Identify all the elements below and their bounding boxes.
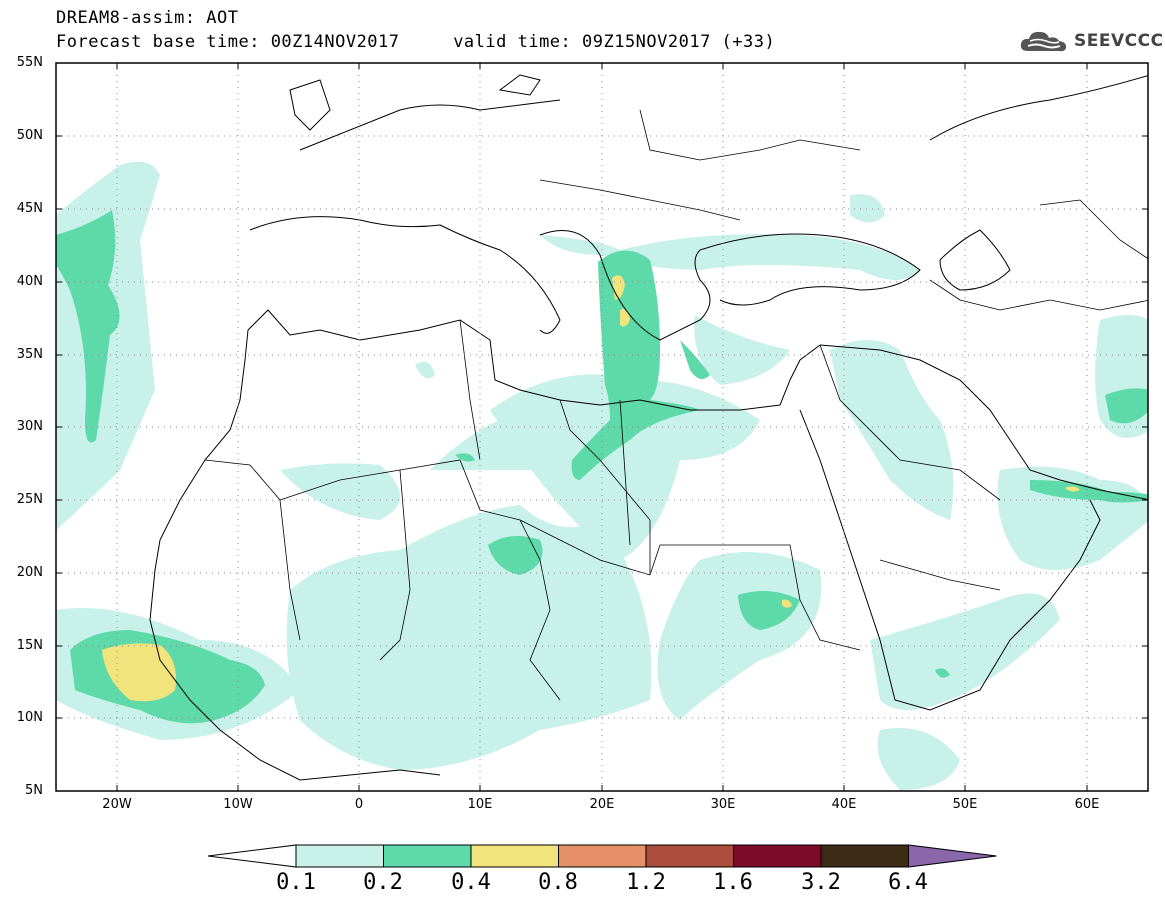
lon-label: 0 [354,797,364,812]
logo-text: SEEVCCC [1074,31,1164,51]
lon-label: 10W [223,797,253,812]
lon-label: 30E [710,797,736,812]
lat-label: 50N [16,128,43,143]
lat-label: 40N [16,274,43,289]
lon-label: 60E [1074,797,1100,812]
colorbar-label: 0.1 [276,870,316,895]
colorbar-label: 1.2 [626,870,666,895]
axis-ticks [56,62,1148,792]
seevccc-logo: SEEVCCC [1018,26,1164,56]
lat-label: 25N [16,492,43,507]
lat-label: 5N [25,783,43,798]
lat-label: 55N [16,55,43,70]
cloud-icon [1020,31,1067,52]
lon-label: 20E [589,797,615,812]
country-borders [204,109,1148,701]
title-line1: DREAM8-assim: AOT [56,8,239,28]
colorbar-label: 0.4 [451,870,491,895]
colorbar-label: 0.8 [538,870,578,895]
lon-label: 50E [952,797,978,812]
lat-label: 20N [16,565,43,580]
colorbar-label: 0.2 [363,870,403,895]
lat-label: 10N [16,710,43,725]
lat-label: 30N [16,419,43,434]
lat-label: 35N [16,347,43,362]
lon-label: 20W [102,797,132,812]
colorbar-label: 6.4 [888,870,928,895]
lat-label: 45N [16,201,43,216]
colorbar-label: 3.2 [801,870,841,895]
lon-label: 40E [831,797,857,812]
colorbar-label: 1.6 [713,870,753,895]
lon-label: 10E [467,797,493,812]
title-line2: Forecast base time: 00Z14NOV2017 valid t… [56,32,776,52]
lat-label: 15N [16,638,43,653]
coastlines [149,74,1148,781]
grid [56,63,1148,791]
